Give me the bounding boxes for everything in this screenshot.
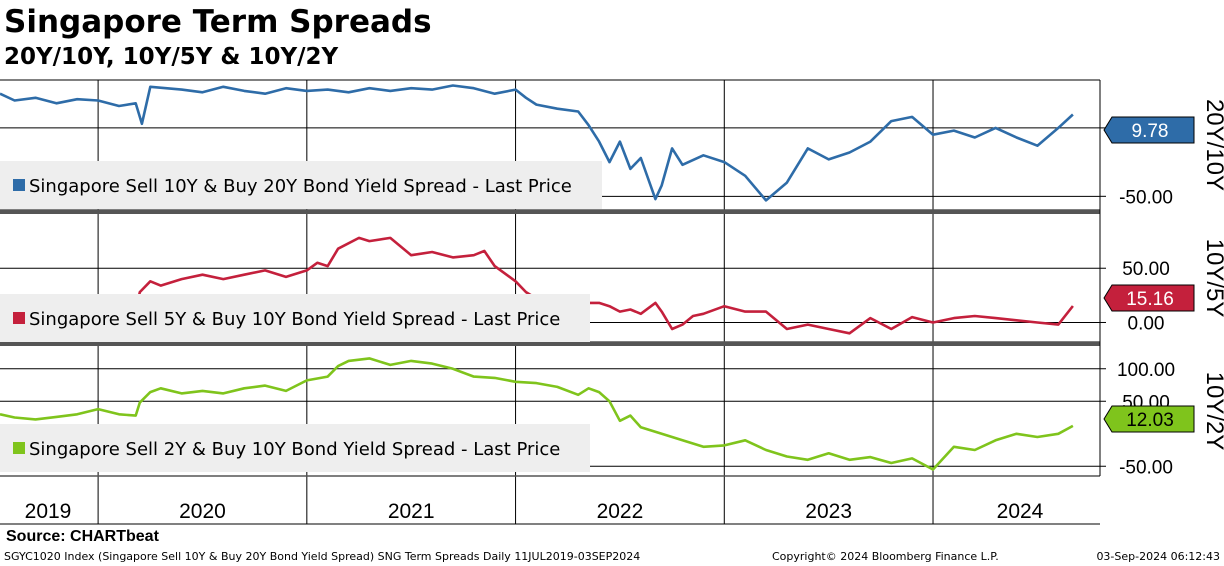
footer-timestamp: 03-Sep-2024 06:12:43 xyxy=(1096,550,1220,563)
last-value-tag xyxy=(1103,116,1195,144)
panel-y-label: 10Y/5Y xyxy=(1201,239,1224,318)
legend-box xyxy=(0,161,602,209)
x-tick-label: 2021 xyxy=(388,500,435,523)
x-tick-label: 2019 xyxy=(25,500,72,523)
series-line xyxy=(0,84,1074,202)
legend-layer: Singapore Sell 10Y & Buy 20Y Bond Yield … xyxy=(0,161,602,472)
last-value-label: 15.16 xyxy=(1126,289,1174,310)
legend-swatch xyxy=(13,179,25,191)
y-tick-label: 100.00 xyxy=(1117,360,1175,381)
footer-index-description: SGYC1020 Index (Singapore Sell 10Y & Buy… xyxy=(4,550,641,563)
series-layer xyxy=(0,84,1074,471)
legend-label: Singapore Sell 5Y & Buy 10Y Bond Yield S… xyxy=(29,309,560,330)
legend-box xyxy=(0,424,590,472)
x-tick-label: 2022 xyxy=(597,500,644,523)
legend-box xyxy=(0,294,590,342)
x-tick-label: 2023 xyxy=(805,500,852,523)
label-layer: 0.00-50.009.7820Y/10Y50.000.0015.1610Y/5… xyxy=(25,99,1224,523)
legend-swatch xyxy=(13,442,25,454)
chart-title: Singapore Term Spreads xyxy=(4,4,432,40)
panel-y-label: 20Y/10Y xyxy=(1201,99,1224,191)
source-note: Source: CHARTbeat xyxy=(6,528,159,545)
legend-swatch xyxy=(13,312,25,324)
x-tick-label: 2020 xyxy=(179,500,226,523)
last-value-label: 12.03 xyxy=(1126,410,1174,431)
last-value-tag xyxy=(1103,405,1195,433)
legend-label: Singapore Sell 10Y & Buy 20Y Bond Yield … xyxy=(29,176,572,197)
y-tick-label: 0.00 xyxy=(1128,313,1165,334)
legend-label: Singapore Sell 2Y & Buy 10Y Bond Yield S… xyxy=(29,439,560,460)
series-line xyxy=(0,357,1074,471)
footer-copyright: Copyright© 2024 Bloomberg Finance L.P. xyxy=(772,550,999,563)
last-value-label: 9.78 xyxy=(1132,121,1169,142)
series-line xyxy=(134,236,1074,335)
last-value-tag xyxy=(1103,284,1195,312)
panel-divider xyxy=(0,210,1100,214)
panel-y-label: 10Y/2Y xyxy=(1201,372,1224,451)
y-tick-label: -50.00 xyxy=(1119,187,1173,208)
y-tick-label: -50.00 xyxy=(1119,457,1173,478)
chart-subtitle: 20Y/10Y, 10Y/5Y & 10Y/2Y xyxy=(4,44,339,70)
panel-divider xyxy=(0,342,1100,346)
x-tick-label: 2024 xyxy=(997,500,1044,523)
y-tick-label: 50.00 xyxy=(1122,259,1170,280)
